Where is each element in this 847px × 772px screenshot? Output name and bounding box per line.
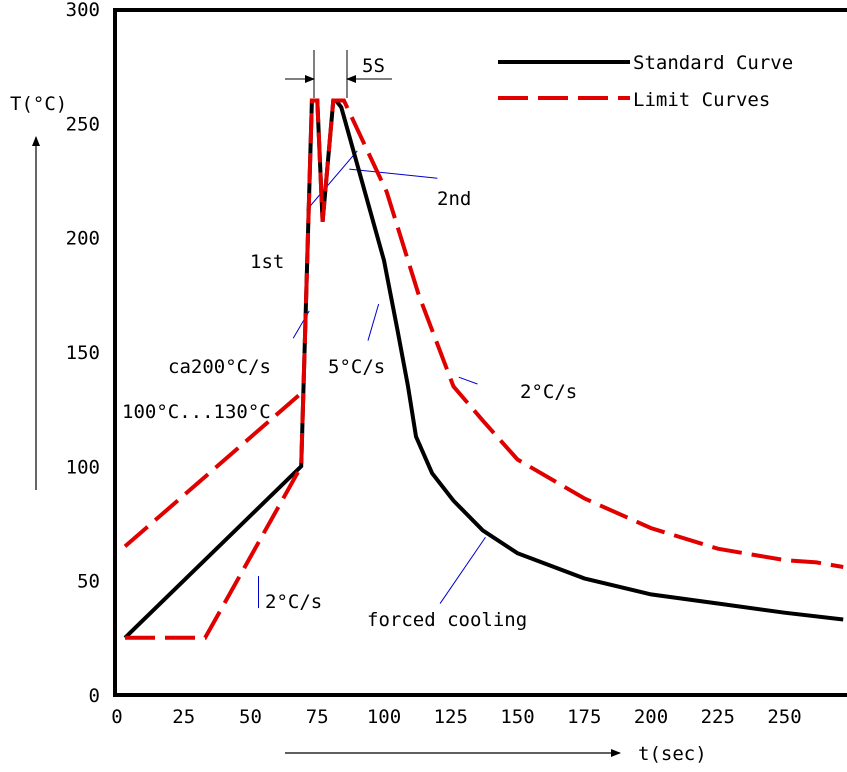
annotation-leader [306, 150, 358, 211]
y-tick-label: 300 [66, 0, 100, 21]
y-tick-label: 150 [66, 342, 100, 364]
y-tick-label: 0 [89, 685, 100, 707]
annotation-cooling-rate-standard: 5°C/s [328, 356, 385, 378]
x-tick-label: 250 [767, 706, 801, 728]
annotation-leader [367, 303, 380, 341]
x-tick-label: 150 [500, 706, 534, 728]
annotation-5s: 5S [362, 55, 385, 77]
y-tick-label: 100 [66, 456, 100, 478]
x-axis-title: t(sec) [638, 743, 707, 765]
five-second-dimension [285, 50, 392, 98]
y-tick-label: 50 [77, 571, 100, 593]
x-tick-label: 200 [634, 706, 668, 728]
tick-labels: 0 25 50 75 100 125 150 175 200 225 250 0 50 100 150 200… [66, 0, 802, 728]
annotation-cooling-rate-limit: 2°C/s [520, 381, 577, 403]
legend-label-standard: Standard Curve [633, 52, 793, 74]
annotation-leader [458, 376, 478, 385]
annotation-preheat-range: 100°C...130°C [122, 401, 271, 423]
x-tick-label: 0 [111, 706, 122, 728]
x-tick-label: 175 [567, 706, 601, 728]
y-tick-label: 250 [66, 113, 100, 135]
x-tick-label: 25 [172, 706, 195, 728]
x-tick-label: 100 [367, 706, 401, 728]
annotation-heating-rate: ca200°C/s [168, 356, 271, 378]
annotation-1st: 1st [250, 251, 284, 273]
legend: Standard Curve Limit Curves [498, 52, 793, 111]
y-tick-label: 200 [66, 228, 100, 250]
x-tick-label: 225 [701, 706, 735, 728]
annotation-leader [439, 536, 486, 604]
annotation-leader [349, 168, 438, 179]
x-tick-label: 50 [239, 706, 262, 728]
legend-label-limit: Limit Curves [633, 89, 770, 111]
limit-curve-line [125, 98, 844, 640]
x-tick-label: 125 [434, 706, 468, 728]
series-lines [123, 98, 844, 640]
y-axis-title: T(°C) [10, 93, 67, 115]
x-tick-label: 75 [306, 706, 329, 728]
annotation-preheat-rate: 2°C/s [265, 591, 322, 613]
annotation-2nd: 2nd [437, 188, 471, 210]
plot-frame [113, 8, 847, 697]
annotation-forced-cooling: forced cooling [367, 609, 527, 631]
